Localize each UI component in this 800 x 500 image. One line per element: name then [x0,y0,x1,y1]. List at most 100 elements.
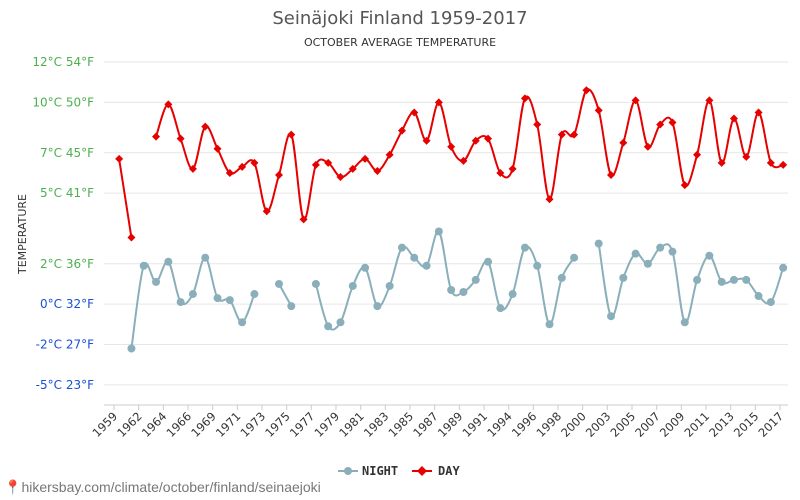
night-data-point [545,320,554,329]
day-data-point [631,96,640,105]
day-data-point [238,162,247,171]
night-data-point [287,302,296,311]
night-data-point [397,243,406,252]
day-data-point [127,233,136,242]
day-data-point [607,170,615,179]
y-tick-label: 2°C 36°F [40,257,94,271]
night-data-point [422,261,431,270]
x-tick-label: 2000 [558,409,589,440]
series-night [127,227,788,353]
x-tick-label: 1971 [213,409,244,440]
y-axis-ticks: 12°C 54°F 10°C 50°F 7°C 45°F 5°C 41°F 2°C 36… [32,55,94,392]
x-tick-label: 1981 [336,409,367,440]
night-data-point [176,298,185,307]
night-series-line [314,230,575,331]
day-series-line [155,88,784,221]
night-data-point [213,294,222,303]
x-tick-label: 2015 [731,409,762,440]
night-data-point [250,290,259,299]
day-data-point [262,207,271,216]
day-data-point [250,158,259,167]
night-data-point [668,247,677,256]
night-data-point [631,249,640,258]
legend[interactable]: NIGHT DAY [338,464,460,478]
day-data-point [213,144,222,153]
night-data-point [459,288,468,297]
legend-day-marker [417,466,427,476]
y-tick-label: 10°C 50°F [32,95,94,109]
night-data-point [496,304,505,313]
day-data-point [680,181,689,190]
night-data-point [570,253,579,262]
day-data-point [471,136,480,145]
night-data-point [373,302,382,311]
day-data-point [447,142,456,151]
chart-subtitle: OCTOBER AVERAGE TEMPERATURE [304,36,496,49]
night-data-point [484,257,493,266]
night-data-point [225,296,234,305]
night-data-point [619,273,628,282]
x-tick-label: 1991 [460,409,491,440]
night-data-point [742,275,751,284]
day-data-point [397,126,406,135]
day-data-point [508,164,517,173]
series-day [115,86,788,242]
legend-item-day[interactable]: DAY [412,464,460,478]
night-series-line [597,243,785,324]
y-tick-label: 5°C 41°F [40,186,94,200]
night-data-point [447,285,456,294]
night-data-point [656,243,665,252]
legend-night-label: NIGHT [362,464,398,478]
night-data-point [348,281,357,290]
day-data-point [754,108,763,117]
night-data-point [693,275,702,284]
night-data-point [275,279,283,288]
day-data-point [287,130,296,139]
x-tick-label: 2007 [632,409,663,440]
day-data-point [496,168,505,177]
legend-day-label: DAY [438,464,460,478]
night-data-point [139,261,148,270]
x-tick-label: 2003 [583,409,614,440]
source-link[interactable]: 📍hikersbay.com/climate/october/finland/s… [4,479,321,496]
x-tick-label: 1998 [534,409,565,440]
night-data-point [533,261,542,270]
x-tick-label: 1985 [386,409,417,440]
x-tick-label: 1975 [262,409,293,440]
day-data-point [533,120,542,129]
night-data-point [779,263,788,272]
night-data-point [520,243,529,252]
day-data-point [656,120,665,129]
day-data-point [311,160,320,169]
x-tick-label: 1969 [188,409,219,440]
night-data-point [361,263,370,272]
x-tick-label: 1983 [361,409,392,440]
day-data-point [324,158,333,167]
night-series-line [130,256,256,349]
day-data-point [361,154,370,163]
night-data-point [508,290,517,299]
x-tick-label: 2017 [756,409,787,440]
day-data-point [410,108,419,117]
day-data-point [717,158,726,167]
night-data-point [127,344,136,353]
x-tick-label: 2005 [608,409,639,440]
day-data-point [434,98,443,107]
chart-title: Seinäjoki Finland 1959-2017 [272,8,527,29]
night-data-point [385,281,394,290]
legend-night-marker [344,467,352,475]
x-tick-label: 1977 [287,409,318,440]
day-data-point [373,166,382,175]
source-url: hikersbay.com/climate/october/finland/se… [21,479,321,495]
legend-item-night[interactable]: NIGHT [338,464,398,478]
x-tick-label: 1959 [90,409,121,440]
night-data-point [680,318,689,327]
night-data-point [311,279,320,288]
day-data-point [348,164,357,173]
day-data-point [225,168,234,177]
x-tick-label: 1989 [435,409,466,440]
x-tick-label: 1996 [509,409,540,440]
night-data-point [766,298,775,307]
day-data-point [766,158,775,167]
